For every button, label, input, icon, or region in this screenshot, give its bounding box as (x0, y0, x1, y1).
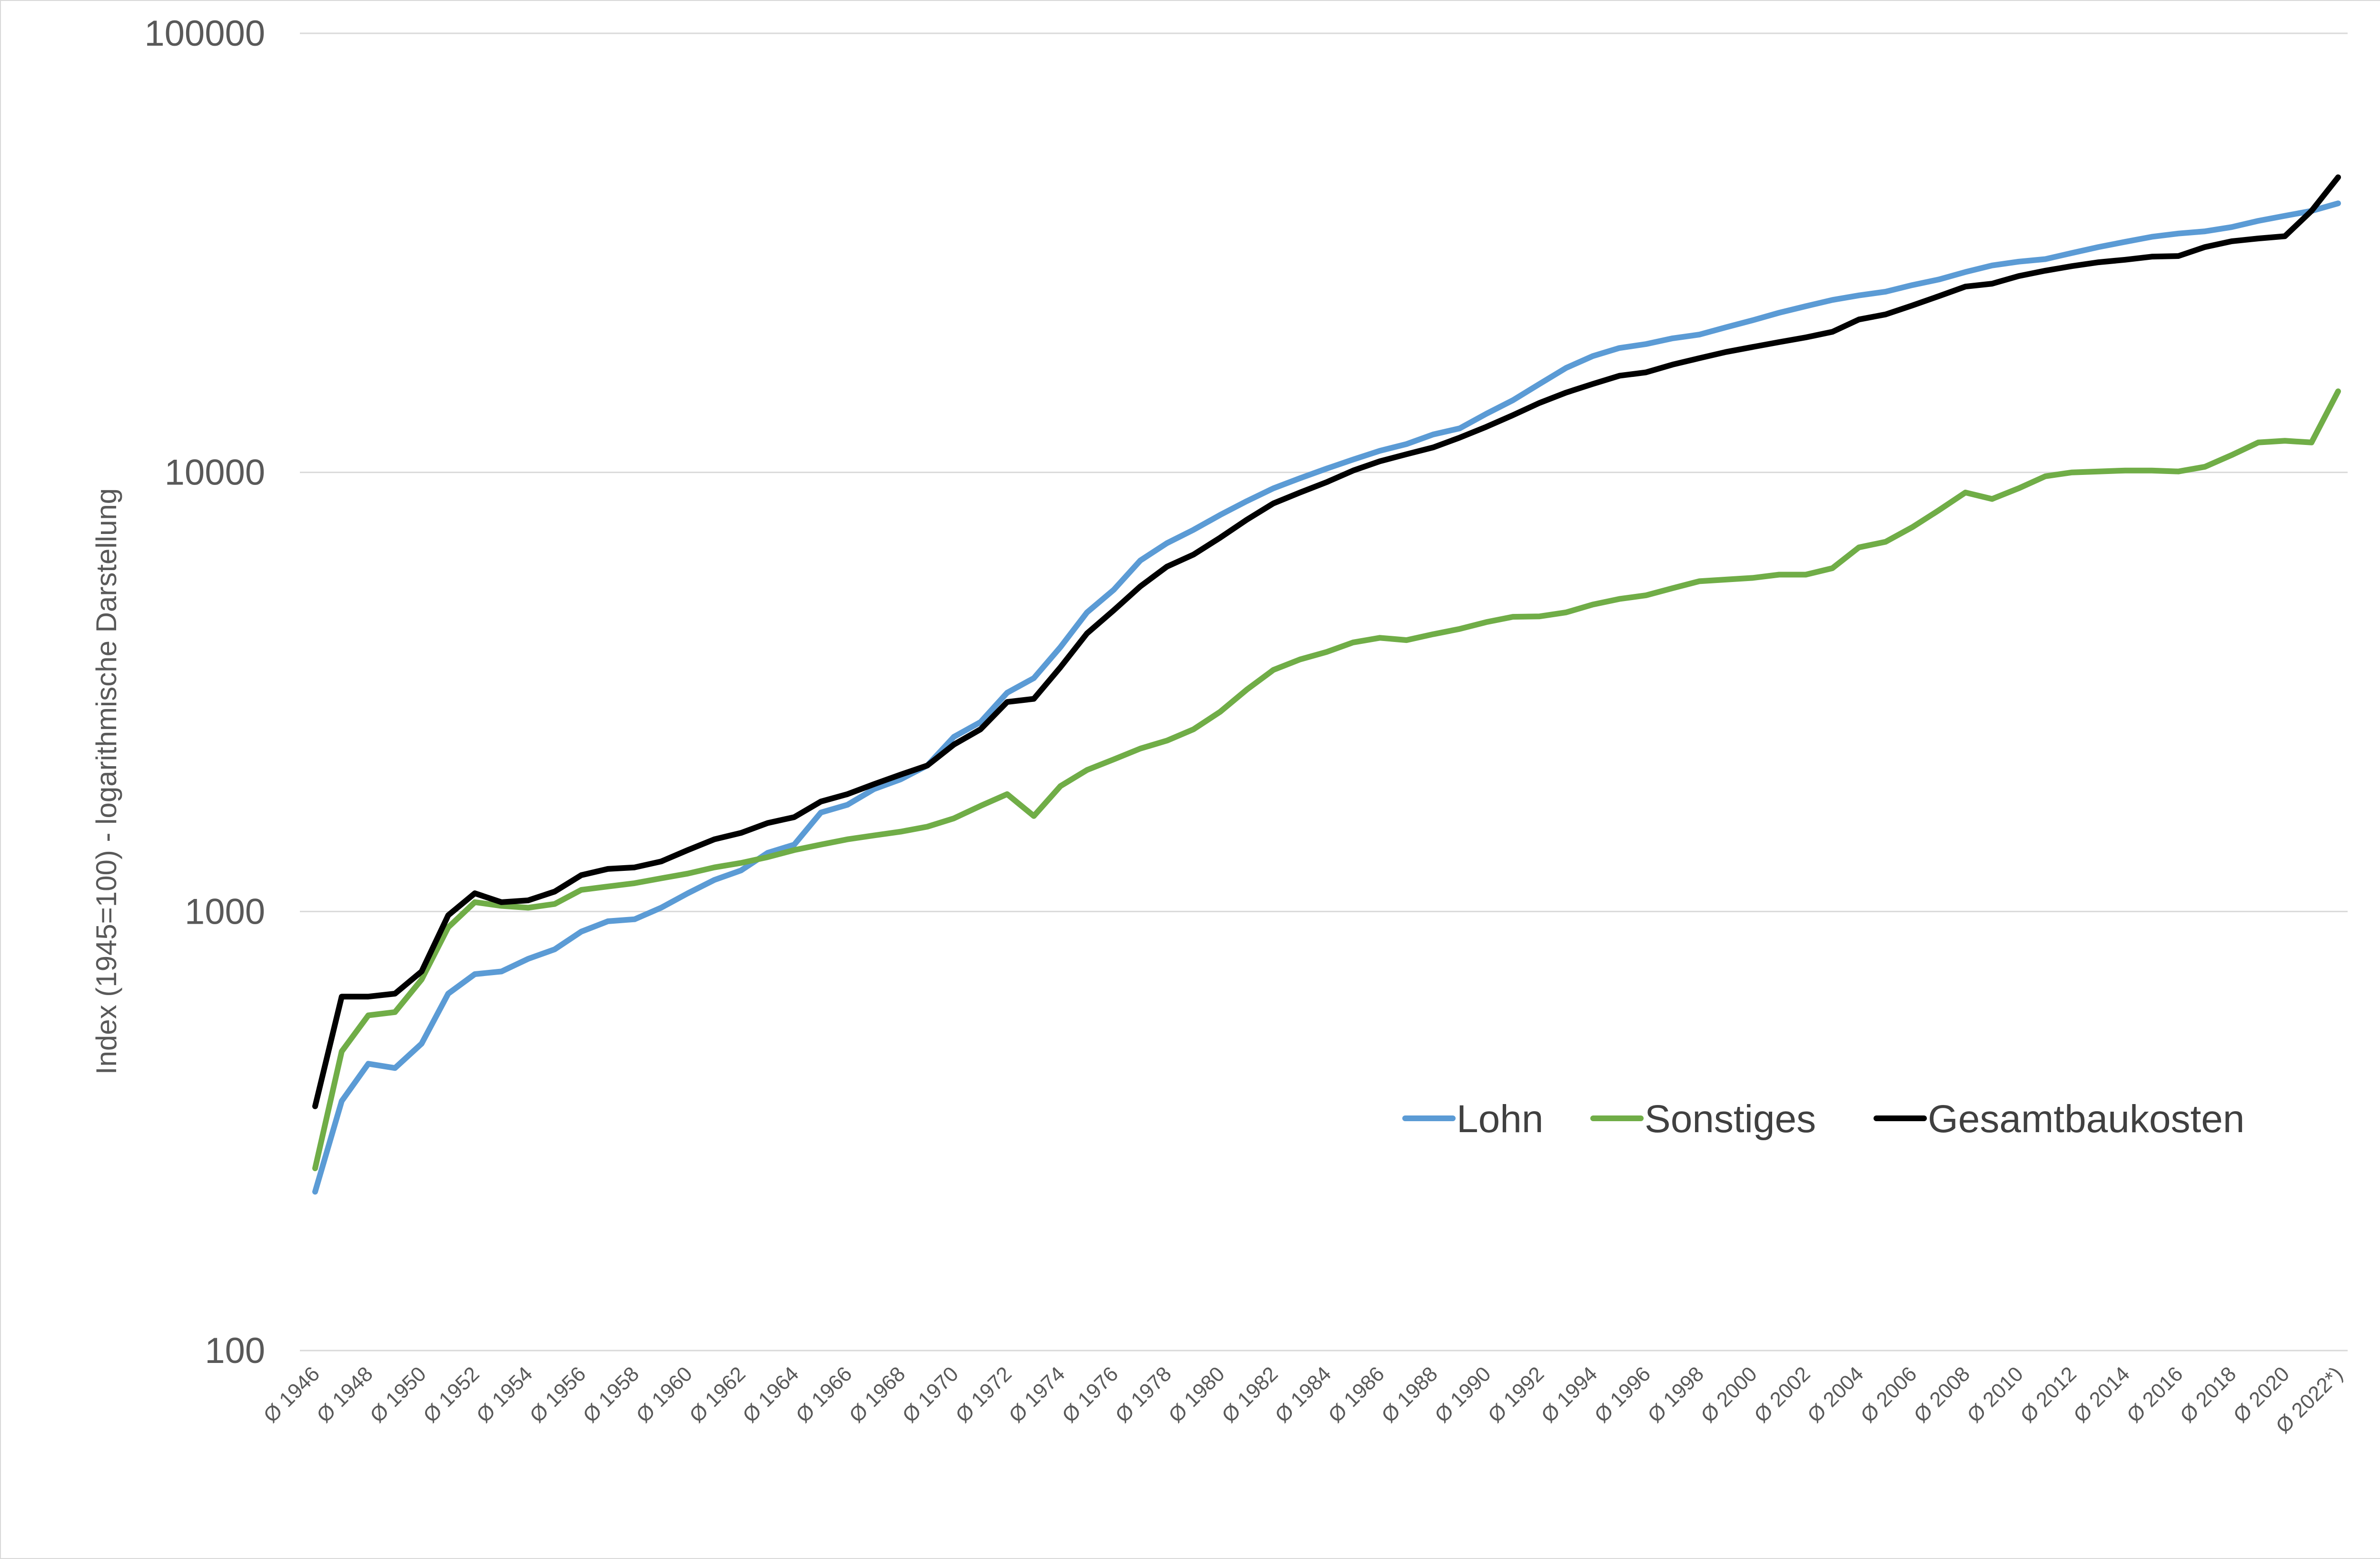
x-tick-label: Ø 1946 (259, 1362, 324, 1427)
x-tick-label: Ø 2004 (1803, 1362, 1868, 1427)
legend-entry: Sonstiges (1645, 1097, 1816, 1141)
x-tick-label: Ø 1988 (1377, 1362, 1442, 1427)
series-lines (312, 174, 2341, 1195)
x-tick-label: Ø 2018 (2176, 1362, 2241, 1427)
x-tick-label: Ø 1976 (1058, 1362, 1123, 1427)
x-tick-label: Ø 1996 (1590, 1362, 1655, 1427)
x-tick-label: Ø 1978 (1111, 1362, 1176, 1427)
x-tick-label: Ø 1962 (685, 1362, 750, 1427)
x-tick-label: Ø 2000 (1696, 1362, 1762, 1427)
x-tick-label: Ø 1994 (1537, 1362, 1602, 1427)
x-tick-label: Ø 1990 (1430, 1362, 1496, 1427)
x-tick-label: Ø 1972 (951, 1362, 1016, 1427)
y-tick-label: 100 (205, 1331, 265, 1371)
series-line-sonstiges (312, 388, 2341, 1172)
x-tick-label: Ø 1980 (1164, 1362, 1230, 1427)
x-tick-label: Ø 1958 (578, 1362, 644, 1427)
y-axis-ticks: 100 1000 10000 100000 (144, 13, 265, 1371)
x-tick-label: Ø 1950 (366, 1362, 431, 1427)
legend: Lohn Sonstiges Gesamtbaukosten (1402, 1097, 2245, 1141)
x-tick-label: Ø 2012 (2016, 1362, 2081, 1427)
x-tick-label: Ø 1964 (738, 1362, 803, 1427)
y-tick-label: 10000 (165, 453, 265, 493)
x-tick-label: Ø 1948 (312, 1362, 377, 1427)
series-line-lohn (312, 200, 2341, 1195)
x-tick-label: Ø 1970 (898, 1362, 963, 1427)
x-tick-label: Ø 2010 (1963, 1362, 2028, 1427)
series-line-gesamtbaukosten (312, 174, 2341, 1109)
x-tick-label: Ø 2006 (1856, 1362, 1922, 1427)
x-tick-label: Ø 1986 (1324, 1362, 1389, 1427)
x-tick-label: Ø 2002 (1750, 1362, 1815, 1427)
x-tick-label: Ø 2008 (1909, 1362, 1974, 1427)
x-tick-label: Ø 1966 (792, 1362, 857, 1427)
y-tick-label: 1000 (185, 891, 265, 932)
x-tick-label: Ø 1982 (1218, 1362, 1283, 1427)
x-tick-label: Ø 2014 (2069, 1362, 2134, 1427)
x-tick-label: Ø 1974 (1004, 1362, 1070, 1427)
x-tick-label: Ø 1984 (1270, 1362, 1336, 1427)
legend-entry: Lohn (1457, 1097, 1543, 1141)
y-axis-label: Index (1945=100) - logarithmische Darste… (90, 488, 122, 1075)
x-tick-label: Ø 1956 (526, 1362, 591, 1427)
legend-entry: Gesamtbaukosten (1928, 1097, 2245, 1141)
y-tick-label: 100000 (144, 13, 265, 54)
x-tick-label: Ø 1952 (419, 1362, 484, 1427)
x-tick-label: Ø 1960 (632, 1362, 697, 1427)
gridlines (300, 32, 2348, 1352)
x-tick-label: Ø 2016 (2122, 1362, 2188, 1427)
x-tick-label: Ø 1992 (1484, 1362, 1549, 1427)
x-tick-label: Ø 1968 (845, 1362, 910, 1427)
x-tick-label: Ø 1954 (472, 1362, 537, 1427)
x-tick-label: Ø 1998 (1643, 1362, 1708, 1427)
